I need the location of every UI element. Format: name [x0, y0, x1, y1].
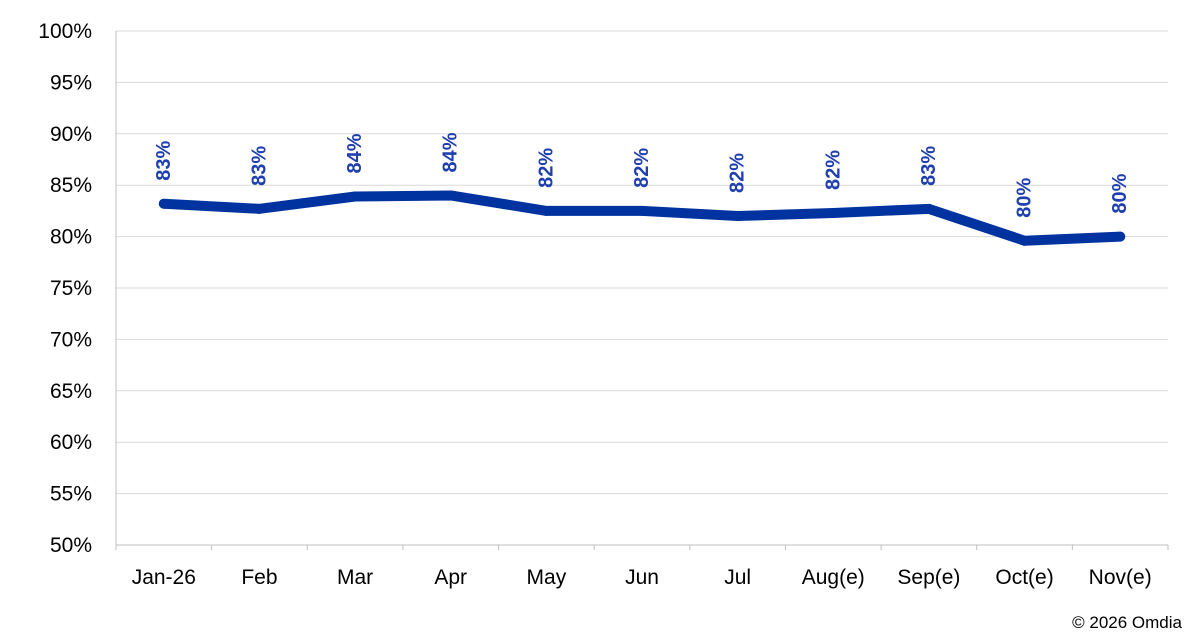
- y-tick-label: 80%: [50, 226, 92, 249]
- data-label: 82%: [727, 153, 749, 193]
- y-tick-label: 85%: [50, 174, 92, 197]
- y-tick-label: 60%: [50, 431, 92, 454]
- data-point: [923, 203, 934, 214]
- data-point: [732, 211, 743, 222]
- data-label: 80%: [1014, 177, 1036, 217]
- data-point: [828, 207, 839, 218]
- gridlines: [116, 30, 1168, 495]
- data-label: 83%: [153, 140, 175, 180]
- y-tick-label: 65%: [50, 380, 92, 403]
- x-tick-label: Jul: [724, 566, 751, 589]
- data-label: 84%: [344, 133, 366, 173]
- x-tick-label: Oct(e): [995, 566, 1053, 589]
- data-point: [637, 205, 647, 216]
- x-tick-label: Apr: [434, 566, 467, 589]
- x-tick-label: Sep(e): [897, 566, 960, 589]
- data-label: 84%: [440, 132, 462, 172]
- data-label: 83%: [248, 146, 270, 186]
- data-point: [254, 203, 265, 214]
- y-tick-label: 70%: [50, 328, 92, 351]
- x-tick-label: Jan-26: [132, 566, 196, 589]
- x-tick-label: Jun: [625, 566, 659, 589]
- data-label: 82%: [535, 148, 557, 188]
- data-point: [541, 205, 552, 216]
- x-tick-label: Mar: [337, 566, 373, 589]
- data-label: 80%: [1109, 173, 1131, 213]
- series: [158, 190, 1126, 246]
- y-tick-label: 50%: [50, 534, 92, 557]
- x-tick-label: Feb: [241, 566, 277, 589]
- data-point: [350, 191, 361, 202]
- y-tick-label: 55%: [50, 483, 92, 506]
- data-point: [1115, 231, 1126, 242]
- data-label: 83%: [918, 146, 940, 186]
- y-tick-label: 90%: [50, 123, 92, 146]
- data-labels: 83% 83% 84% 84% 82% 82% 82% 82% 83% 80% 80%: [153, 132, 1131, 217]
- data-point: [158, 198, 169, 209]
- x-tick-label: May: [527, 566, 567, 589]
- line-chart: 50% 55% 60% 65% 70% 75% 80% 85% 90% 95% 100% Jan-2…: [38, 20, 1169, 589]
- series-line: [158, 190, 1126, 246]
- y-tick-label: 100%: [38, 20, 92, 43]
- data-point: [1019, 235, 1030, 246]
- data-label: 82%: [822, 150, 844, 190]
- y-axis: 50% 55% 60% 65% 70% 75% 80% 85% 90% 95% 100%: [38, 20, 117, 557]
- data-label: 82%: [631, 148, 653, 188]
- y-tick-label: 75%: [50, 277, 92, 300]
- x-tick-label: Nov(e): [1089, 566, 1152, 589]
- x-axis: Jan-26 Feb Mar Apr May Jun Jul Aug(e) Sep(e) Oct(…: [115, 544, 1169, 589]
- x-tick-label: Aug(e): [802, 566, 865, 589]
- y-tick-label: 95%: [50, 71, 92, 94]
- data-point: [445, 190, 456, 201]
- copyright-text: © 2026 Omdia: [1072, 613, 1182, 632]
